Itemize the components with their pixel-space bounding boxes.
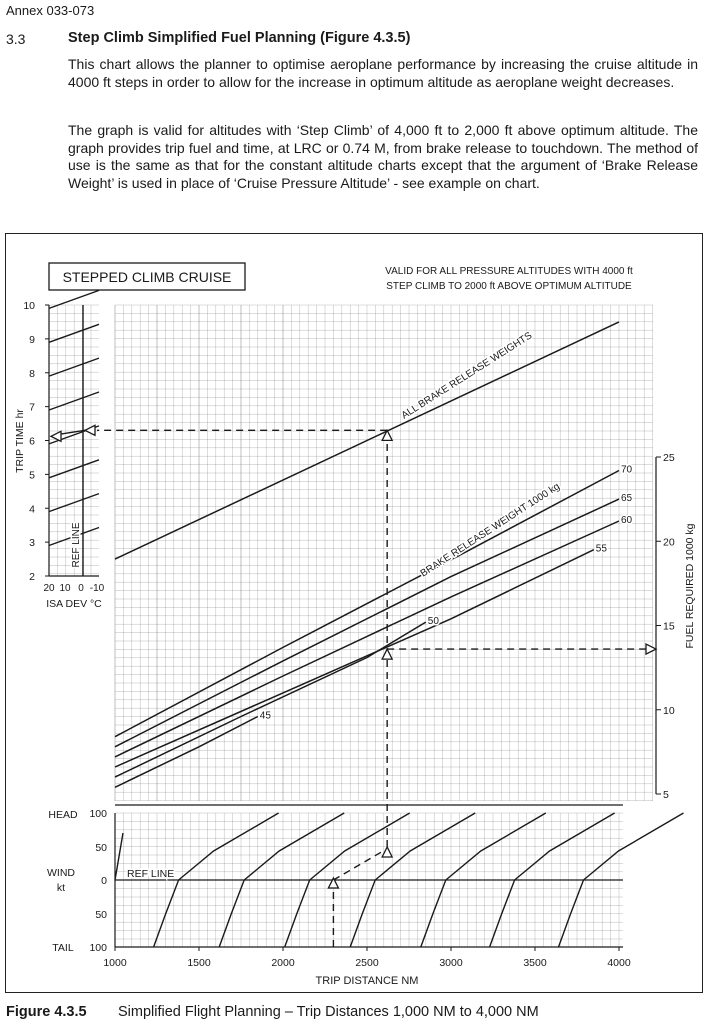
wind-correction-curve — [557, 812, 684, 948]
example-arrow-time — [381, 428, 394, 441]
isa-correction-line — [48, 357, 100, 377]
validity-note-line-2: STEP CLIMB TO 2000 ft ABOVE OPTIMUM ALTI… — [386, 281, 632, 292]
example-path — [49, 424, 658, 947]
weight-curve-label-50: 50 — [428, 616, 440, 627]
wind-label: WIND — [47, 867, 75, 879]
distance-tick-label: 2000 — [271, 957, 295, 969]
time-tick-label: 5 — [29, 469, 35, 481]
time-tick-label: 8 — [29, 368, 35, 380]
method-paragraph: The graph is valid for altitudes with ‘S… — [68, 122, 698, 191]
time-tick-label: 9 — [29, 334, 35, 346]
wind-correction-curve — [488, 812, 615, 948]
isa-correction-line — [48, 526, 100, 547]
isa-tick-label: 10 — [59, 583, 71, 594]
intro-paragraph: This chart allows the planner to optimis… — [68, 56, 698, 90]
time-tick-label: 10 — [23, 300, 35, 312]
example-wind-correction — [333, 850, 384, 881]
chart-frame: 2 3 4 5 6 7 8 9 10 5 10 15 20 25 1000 1500 2000 2500 3000 3… — [5, 233, 703, 993]
weight-curve-60 — [114, 520, 620, 758]
weight-curves-label: BRAKE RELEASE WEIGHT 1000 kg — [419, 481, 562, 579]
fuel-tick-label: 10 — [663, 705, 675, 717]
time-axis-label: TRIP TIME hr — [14, 409, 26, 473]
wind-correction-curve — [284, 812, 411, 948]
wind-tick-label: 0 — [101, 875, 107, 887]
weight-curve-50 — [114, 621, 427, 778]
weight-curve-65 — [114, 498, 620, 748]
chart-grid — [48, 304, 653, 947]
wind-tick-label: 50 — [95, 909, 107, 921]
time-line-label: ALL BRAKE RELEASE WEIGHTS — [400, 330, 535, 421]
annex-reference: Annex 033-073 — [6, 3, 95, 18]
figure-label: Figure 4.3.5 — [6, 1004, 87, 1020]
wind-tick-label: 100 — [89, 808, 107, 820]
distance-tick-label: 4000 — [607, 957, 631, 969]
fuel-tick-label: 5 — [663, 789, 669, 801]
wind-correction-curve — [218, 812, 345, 948]
chart-title-box — [48, 262, 246, 291]
fuel-axis-label: FUEL REQUIRED 1000 kg — [684, 523, 696, 648]
isa-correction-line — [48, 492, 100, 513]
time-tick-label: 7 — [29, 402, 35, 414]
isa-tick-label: -10 — [90, 583, 105, 594]
isa-tick-label: 20 — [43, 583, 55, 594]
fuel-tick-label: 25 — [663, 452, 675, 464]
isa-correction-line — [48, 391, 100, 411]
isa-ref-line-label: REF LINE — [71, 522, 82, 567]
wind-tail-label: TAIL — [52, 942, 74, 954]
section-number: 3.3 — [6, 31, 26, 47]
wind-ref-line-label: REF LINE — [127, 868, 174, 880]
fuel-tick-label: 20 — [663, 536, 675, 548]
isa-tick-label: 0 — [78, 583, 84, 594]
fuel-tick-label: 15 — [663, 621, 675, 633]
isa-correction-line — [48, 289, 100, 310]
wind-unit-label: kt — [57, 882, 65, 894]
weight-curve-label-70: 70 — [621, 464, 633, 475]
example-arrow-fuel-axis — [645, 643, 658, 656]
section-title: Step Climb Simplified Fuel Planning (Fig… — [68, 30, 411, 46]
weight-curve-55 — [114, 549, 595, 768]
chart-title: STEPPED CLIMB CRUISE — [63, 269, 232, 285]
example-isa-correction — [58, 429, 86, 436]
weight-curve-45 — [114, 715, 259, 788]
figure-caption-text: Simplified Flight Planning – Trip Distan… — [118, 1004, 539, 1020]
distance-tick-label: 2500 — [355, 957, 379, 969]
distance-tick-label: 1000 — [103, 957, 127, 969]
wind-head-label: HEAD — [48, 809, 78, 821]
time-tick-label: 4 — [29, 503, 35, 515]
isa-correction-line — [48, 459, 100, 479]
time-tick-label: 6 — [29, 436, 35, 448]
isa-axis-label: ISA DEV °C — [46, 598, 102, 610]
weight-curve-label-65: 65 — [621, 493, 633, 504]
distance-tick-label: 3500 — [523, 957, 547, 969]
time-tick-label: 2 — [29, 571, 35, 583]
distance-tick-label: 1500 — [187, 957, 211, 969]
weight-curve-label-55: 55 — [596, 544, 608, 555]
weight-curve-70 — [114, 469, 620, 738]
example-arrow-fuel — [381, 647, 394, 660]
weight-curve-label-45: 45 — [260, 710, 272, 721]
wind-ref-curve — [114, 832, 124, 881]
wind-tick-label: 50 — [95, 842, 107, 854]
figure-caption: Figure 4.3.5 Simplified Flight Planning … — [6, 1004, 539, 1020]
time-line — [114, 321, 620, 560]
distance-tick-label: 3000 — [439, 957, 463, 969]
example-arrow-time-axis — [49, 430, 62, 443]
wind-correction-curve — [420, 812, 547, 948]
wind-correction-curve — [349, 812, 476, 948]
example-arrow-ref-line — [83, 424, 96, 437]
validity-note-line-1: VALID FOR ALL PRESSURE ALTITUDES WITH 40… — [385, 266, 633, 277]
isa-correction-line — [48, 323, 100, 343]
wind-tick-label: 100 — [89, 942, 107, 954]
time-tick-label: 3 — [29, 537, 35, 549]
wind-correction-curve — [152, 812, 279, 948]
weight-curve-label-60: 60 — [621, 515, 633, 526]
example-arrow-up-wind — [327, 876, 340, 889]
example-arrow-wind-ref — [381, 845, 394, 858]
distance-axis-label: TRIP DISTANCE NM — [316, 975, 419, 987]
chart-curves — [45, 289, 684, 951]
